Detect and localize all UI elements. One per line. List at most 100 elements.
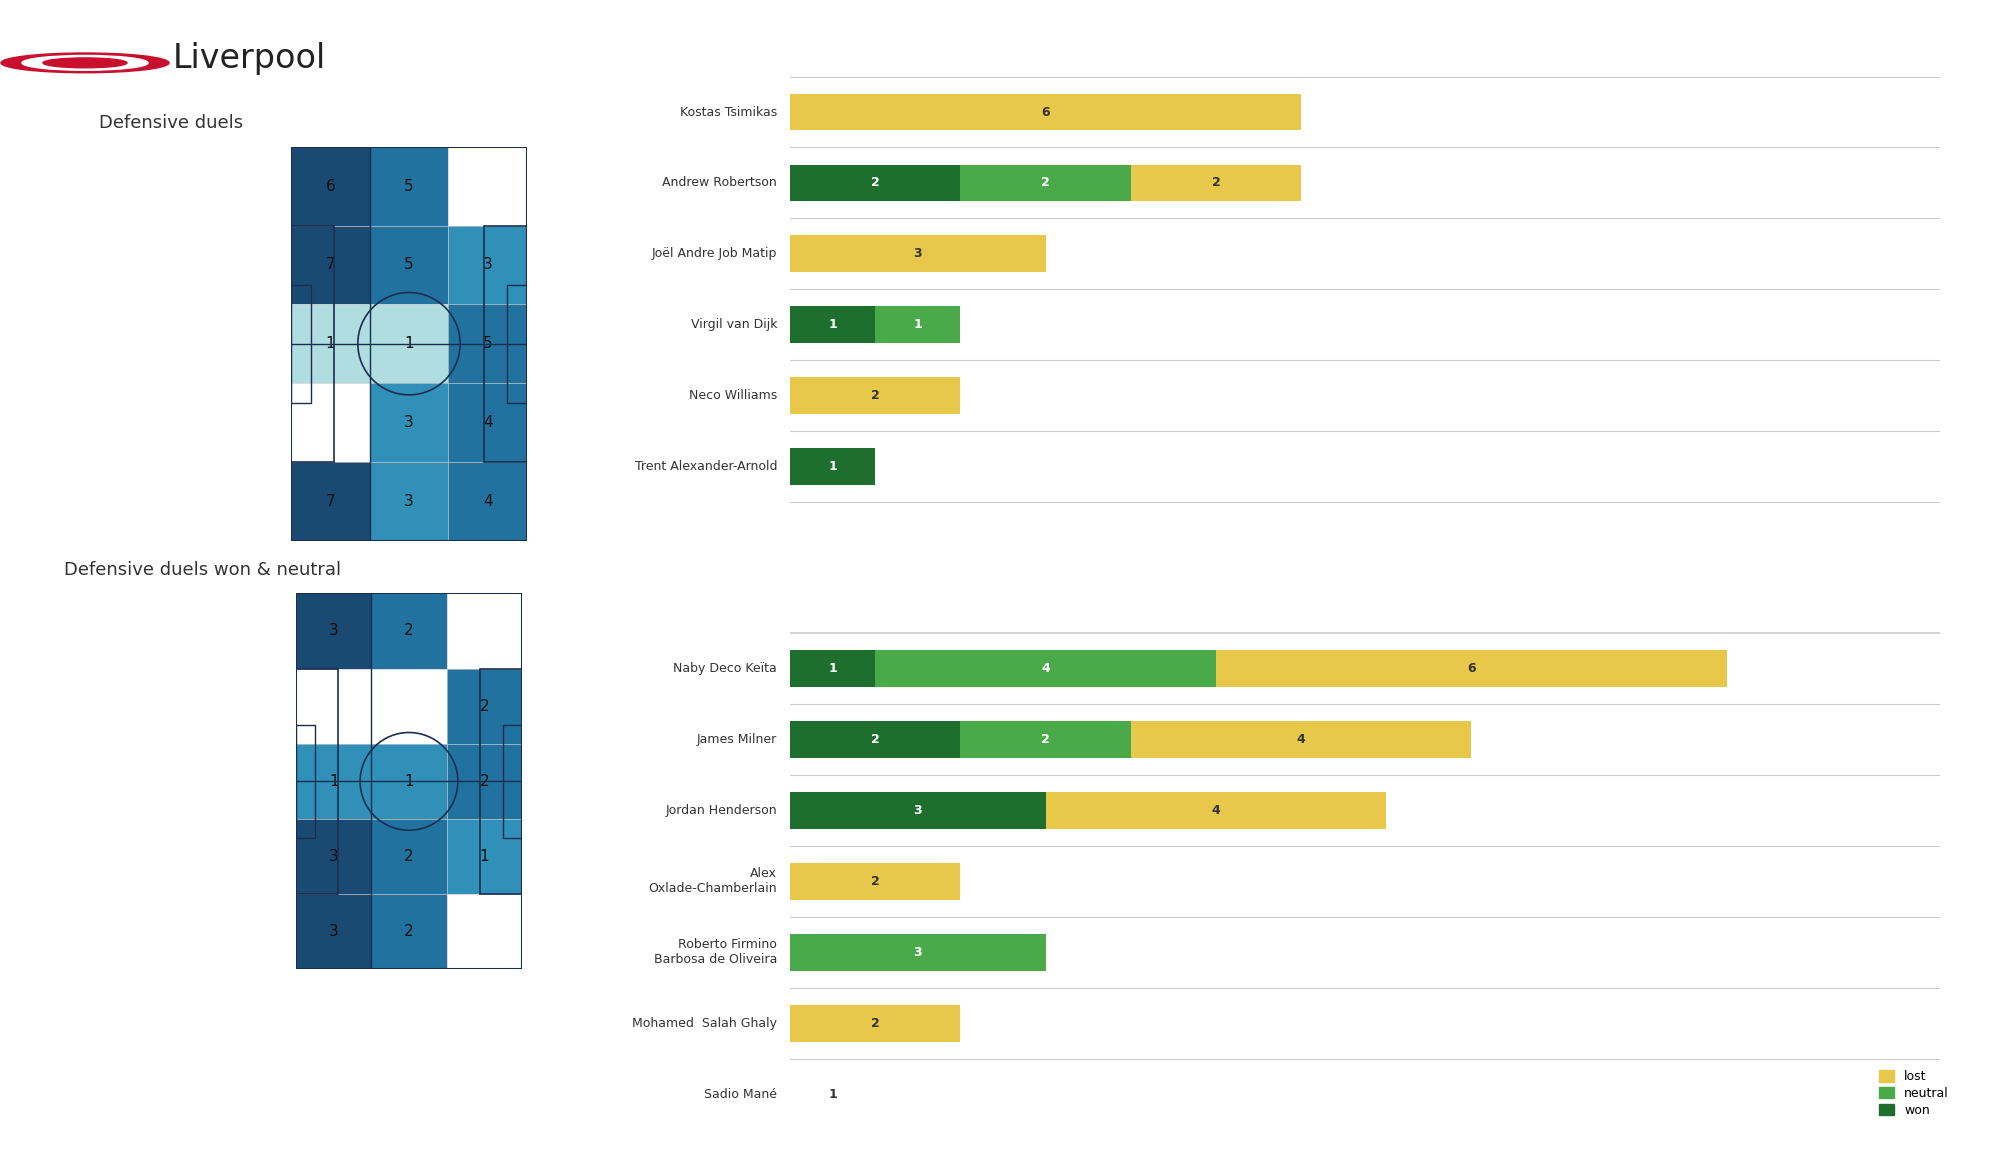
Bar: [290, 383, 370, 462]
Bar: [296, 819, 372, 894]
Bar: [790, 307, 876, 343]
Bar: [876, 650, 1216, 687]
Bar: [1130, 165, 1302, 201]
Text: 6: 6: [326, 179, 336, 194]
Text: 2: 2: [870, 875, 880, 888]
Text: 4: 4: [1212, 804, 1220, 817]
Bar: [504, 725, 522, 838]
Bar: [296, 725, 316, 838]
Text: Trent Alexander-Arnold: Trent Alexander-Arnold: [634, 461, 778, 474]
Bar: [290, 226, 370, 304]
Text: Alex
Oxlade-Chamberlain: Alex Oxlade-Chamberlain: [648, 867, 778, 895]
Bar: [372, 894, 446, 969]
Text: Mohamed  Salah Ghaly: Mohamed Salah Ghaly: [632, 1016, 778, 1029]
Bar: [290, 284, 310, 403]
Text: 1: 1: [404, 774, 414, 788]
Text: 3: 3: [914, 804, 922, 817]
Text: 2: 2: [404, 850, 414, 864]
Text: 2: 2: [404, 925, 414, 939]
Legend: lost, neutral, won: lost, neutral, won: [1874, 1066, 1954, 1122]
Text: 3: 3: [404, 494, 414, 509]
Bar: [448, 462, 528, 540]
Text: 5: 5: [482, 336, 492, 351]
Bar: [372, 819, 446, 894]
Text: 3: 3: [328, 850, 338, 864]
Bar: [960, 721, 1130, 758]
Bar: [290, 462, 370, 540]
Bar: [290, 304, 370, 383]
Text: Defensive duels: Defensive duels: [100, 114, 244, 133]
Text: 4: 4: [482, 494, 492, 509]
Bar: [372, 744, 446, 819]
Bar: [790, 862, 960, 900]
Text: Neco Williams: Neco Williams: [688, 389, 778, 402]
Text: 7: 7: [326, 494, 336, 509]
Bar: [790, 448, 876, 485]
Bar: [790, 165, 960, 201]
Text: 5: 5: [404, 179, 414, 194]
Bar: [790, 377, 960, 414]
Bar: [1216, 650, 1728, 687]
Bar: [1046, 792, 1386, 828]
Bar: [448, 147, 528, 226]
Text: Naby Deco Keïta: Naby Deco Keïta: [674, 663, 778, 676]
Text: 6: 6: [1042, 106, 1050, 119]
Bar: [446, 819, 522, 894]
Text: 4: 4: [482, 415, 492, 430]
Bar: [372, 669, 446, 744]
Bar: [370, 304, 448, 383]
Bar: [296, 669, 372, 744]
Text: 5: 5: [404, 257, 414, 273]
Bar: [448, 304, 528, 383]
Text: Sadio Mané: Sadio Mané: [704, 1088, 778, 1101]
Bar: [448, 226, 528, 304]
Text: 6: 6: [1468, 663, 1476, 676]
Circle shape: [0, 53, 168, 73]
Bar: [790, 235, 1046, 273]
Bar: [790, 721, 960, 758]
Text: 1: 1: [404, 336, 414, 351]
Text: Liverpool: Liverpool: [172, 42, 326, 75]
Text: 2: 2: [870, 389, 880, 402]
Circle shape: [44, 58, 128, 68]
Bar: [370, 383, 448, 462]
Bar: [790, 934, 1046, 971]
Text: 1: 1: [828, 461, 836, 474]
Text: 7: 7: [326, 257, 336, 273]
Text: Virgil van Dijk: Virgil van Dijk: [690, 318, 778, 331]
Text: Kostas Tsimikas: Kostas Tsimikas: [680, 106, 778, 119]
Text: 4: 4: [1296, 733, 1306, 746]
Text: 1: 1: [914, 318, 922, 331]
Bar: [790, 1075, 876, 1113]
Bar: [446, 669, 522, 744]
Text: Roberto Firmino
Barbosa de Oliveira: Roberto Firmino Barbosa de Oliveira: [654, 939, 778, 966]
Bar: [290, 226, 334, 462]
Bar: [480, 669, 522, 894]
Bar: [1130, 721, 1472, 758]
Text: 1: 1: [828, 318, 836, 331]
Bar: [296, 669, 338, 894]
Text: 1: 1: [326, 336, 336, 351]
Bar: [446, 593, 522, 669]
Text: 1: 1: [828, 1088, 836, 1101]
Bar: [790, 94, 1302, 130]
Bar: [876, 307, 960, 343]
Bar: [446, 744, 522, 819]
Bar: [290, 147, 370, 226]
Bar: [790, 1005, 960, 1041]
Text: 2: 2: [480, 774, 490, 788]
Bar: [960, 165, 1130, 201]
Text: 3: 3: [914, 946, 922, 959]
Bar: [790, 650, 876, 687]
Text: 3: 3: [328, 925, 338, 939]
Text: Jordan Henderson: Jordan Henderson: [666, 804, 778, 817]
Text: 2: 2: [1042, 176, 1050, 189]
Text: 2: 2: [870, 733, 880, 746]
Bar: [446, 894, 522, 969]
Text: 3: 3: [914, 248, 922, 261]
Text: 1: 1: [828, 663, 836, 676]
Text: Joël Andre Job Matip: Joël Andre Job Matip: [652, 248, 778, 261]
Text: 2: 2: [404, 624, 414, 638]
Bar: [484, 226, 528, 462]
Text: 2: 2: [1212, 176, 1220, 189]
